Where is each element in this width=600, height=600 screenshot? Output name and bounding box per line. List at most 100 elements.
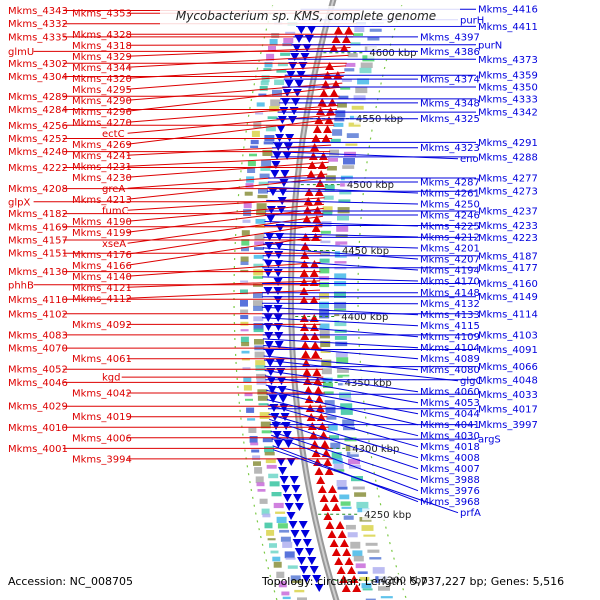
forward-gene-label: Mkms_4001 <box>8 444 68 455</box>
feature-block <box>271 33 280 39</box>
forward-gene-label: Mkms_4140 <box>72 272 132 283</box>
feature-block <box>240 280 249 283</box>
forward-gene-label: Mkms_4222 <box>8 163 68 174</box>
reverse-gene-label: Mkms_4374 <box>420 75 480 86</box>
forward-gene-arrow <box>341 584 351 592</box>
feature-block <box>276 571 285 578</box>
feature-block <box>359 67 372 74</box>
forward-gene-arrow <box>310 143 320 151</box>
forward-gene-arrow <box>313 386 323 394</box>
feature-block <box>269 39 278 46</box>
feature-block <box>342 419 355 427</box>
forward-gene-arrow <box>310 341 320 349</box>
reverse-gene-label: Mkms_4187 <box>478 251 538 262</box>
reverse-gene-label: Mkms_4104 <box>420 343 480 354</box>
feature-block <box>346 133 359 138</box>
feature-block <box>255 476 264 484</box>
reverse-gene-label: Mkms_4250 <box>420 200 480 211</box>
forward-gene-arrow <box>321 503 331 511</box>
forward-gene-arrow <box>300 242 310 250</box>
feature-block <box>282 541 293 548</box>
reverse-gene-label: Mkms_3968 <box>420 497 480 508</box>
feature-block <box>322 206 333 214</box>
feature-block <box>319 308 330 316</box>
feature-block <box>355 563 366 569</box>
reverse-label-leader <box>262 247 419 260</box>
forward-gene-arrow <box>342 548 352 556</box>
forward-gene-label: Mkms_4121 <box>72 283 132 294</box>
feature-block <box>319 323 330 330</box>
reverse-gene-label: Mkms_4333 <box>478 94 538 105</box>
forward-gene-label: Mkms_4320 <box>72 74 132 85</box>
reverse-gene-label: Mkms_4194 <box>420 266 480 277</box>
forward-gene-arrow <box>327 98 337 106</box>
feature-block <box>240 269 249 273</box>
reverse-gene-arrow <box>275 359 285 367</box>
forward-label-leader <box>127 144 332 156</box>
reverse-gene-label: Mkms_4416 <box>478 5 538 16</box>
reverse-gene-arrow <box>273 314 283 322</box>
reverse-gene-arrow <box>302 539 312 547</box>
forward-gene-label: Mkms_4130 <box>8 267 68 278</box>
reverse-gene-arrow <box>284 440 294 448</box>
reverse-gene-label: Mkms_4233 <box>478 221 538 232</box>
forward-gene-arrow <box>326 107 336 115</box>
reverse-gene-label: Mkms_4291 <box>478 138 538 149</box>
feature-block <box>323 195 334 200</box>
feature-block <box>335 341 348 347</box>
forward-gene-label: glpX <box>8 197 30 208</box>
feature-block <box>287 565 298 569</box>
reverse-label-leader <box>267 186 419 194</box>
feature-block <box>332 129 343 136</box>
feature-block <box>243 201 252 209</box>
feature-block <box>356 501 369 509</box>
feature-block <box>380 596 393 599</box>
forward-gene-arrow <box>316 170 326 178</box>
feature-block <box>340 501 351 506</box>
reverse-gene-arrow <box>278 467 288 475</box>
map-title: Mycobacterium sp. KMS, complete genome <box>176 9 436 23</box>
feature-block <box>360 62 373 68</box>
forward-gene-arrow <box>313 206 323 214</box>
feature-block <box>254 339 264 345</box>
feature-block <box>369 28 382 32</box>
forward-gene-arrow <box>313 377 323 385</box>
feature-block <box>241 342 250 347</box>
feature-block <box>369 557 382 560</box>
feature-block <box>241 247 249 252</box>
feature-block <box>240 300 248 307</box>
feature-block <box>372 567 385 574</box>
feature-block <box>262 513 271 518</box>
reverse-gene-arrow <box>292 539 302 547</box>
reverse-gene-arrow <box>312 575 322 583</box>
feature-block <box>253 269 264 276</box>
feature-block <box>260 80 269 86</box>
feature-block <box>275 511 286 514</box>
reverse-gene-label: Mkms_4359 <box>478 71 538 82</box>
reverse-gene-label: Mkms_4060 <box>420 387 480 398</box>
feature-block <box>247 418 256 421</box>
reverse-label-leader <box>262 317 419 327</box>
feature-block <box>268 46 276 52</box>
feature-block <box>294 589 305 593</box>
feature-block <box>271 492 282 497</box>
forward-gene-label: Mkms_4269 <box>72 140 132 151</box>
gene-labels: Mkms_4343 Mkms_4353Mkms_4332Mkms_4328Mkms… <box>8 5 538 520</box>
feature-block <box>280 536 291 542</box>
reverse-label-leader <box>262 276 419 282</box>
coordinate-label: 4400 kbp <box>341 312 388 323</box>
reverse-gene-label: prfA <box>460 508 481 519</box>
feature-block <box>243 377 252 383</box>
feature-block <box>267 116 278 120</box>
forward-gene-label: Mkms_4231 <box>72 162 132 173</box>
forward-gene-arrow <box>347 566 357 574</box>
feature-block <box>284 551 295 559</box>
feature-block <box>334 261 347 264</box>
forward-gene-arrow <box>320 440 330 448</box>
feature-block <box>241 350 250 354</box>
reverse-label-leader <box>266 399 419 437</box>
forward-gene-label: Mkms_4052 <box>8 365 68 376</box>
reverse-gene-arrow <box>309 566 319 574</box>
